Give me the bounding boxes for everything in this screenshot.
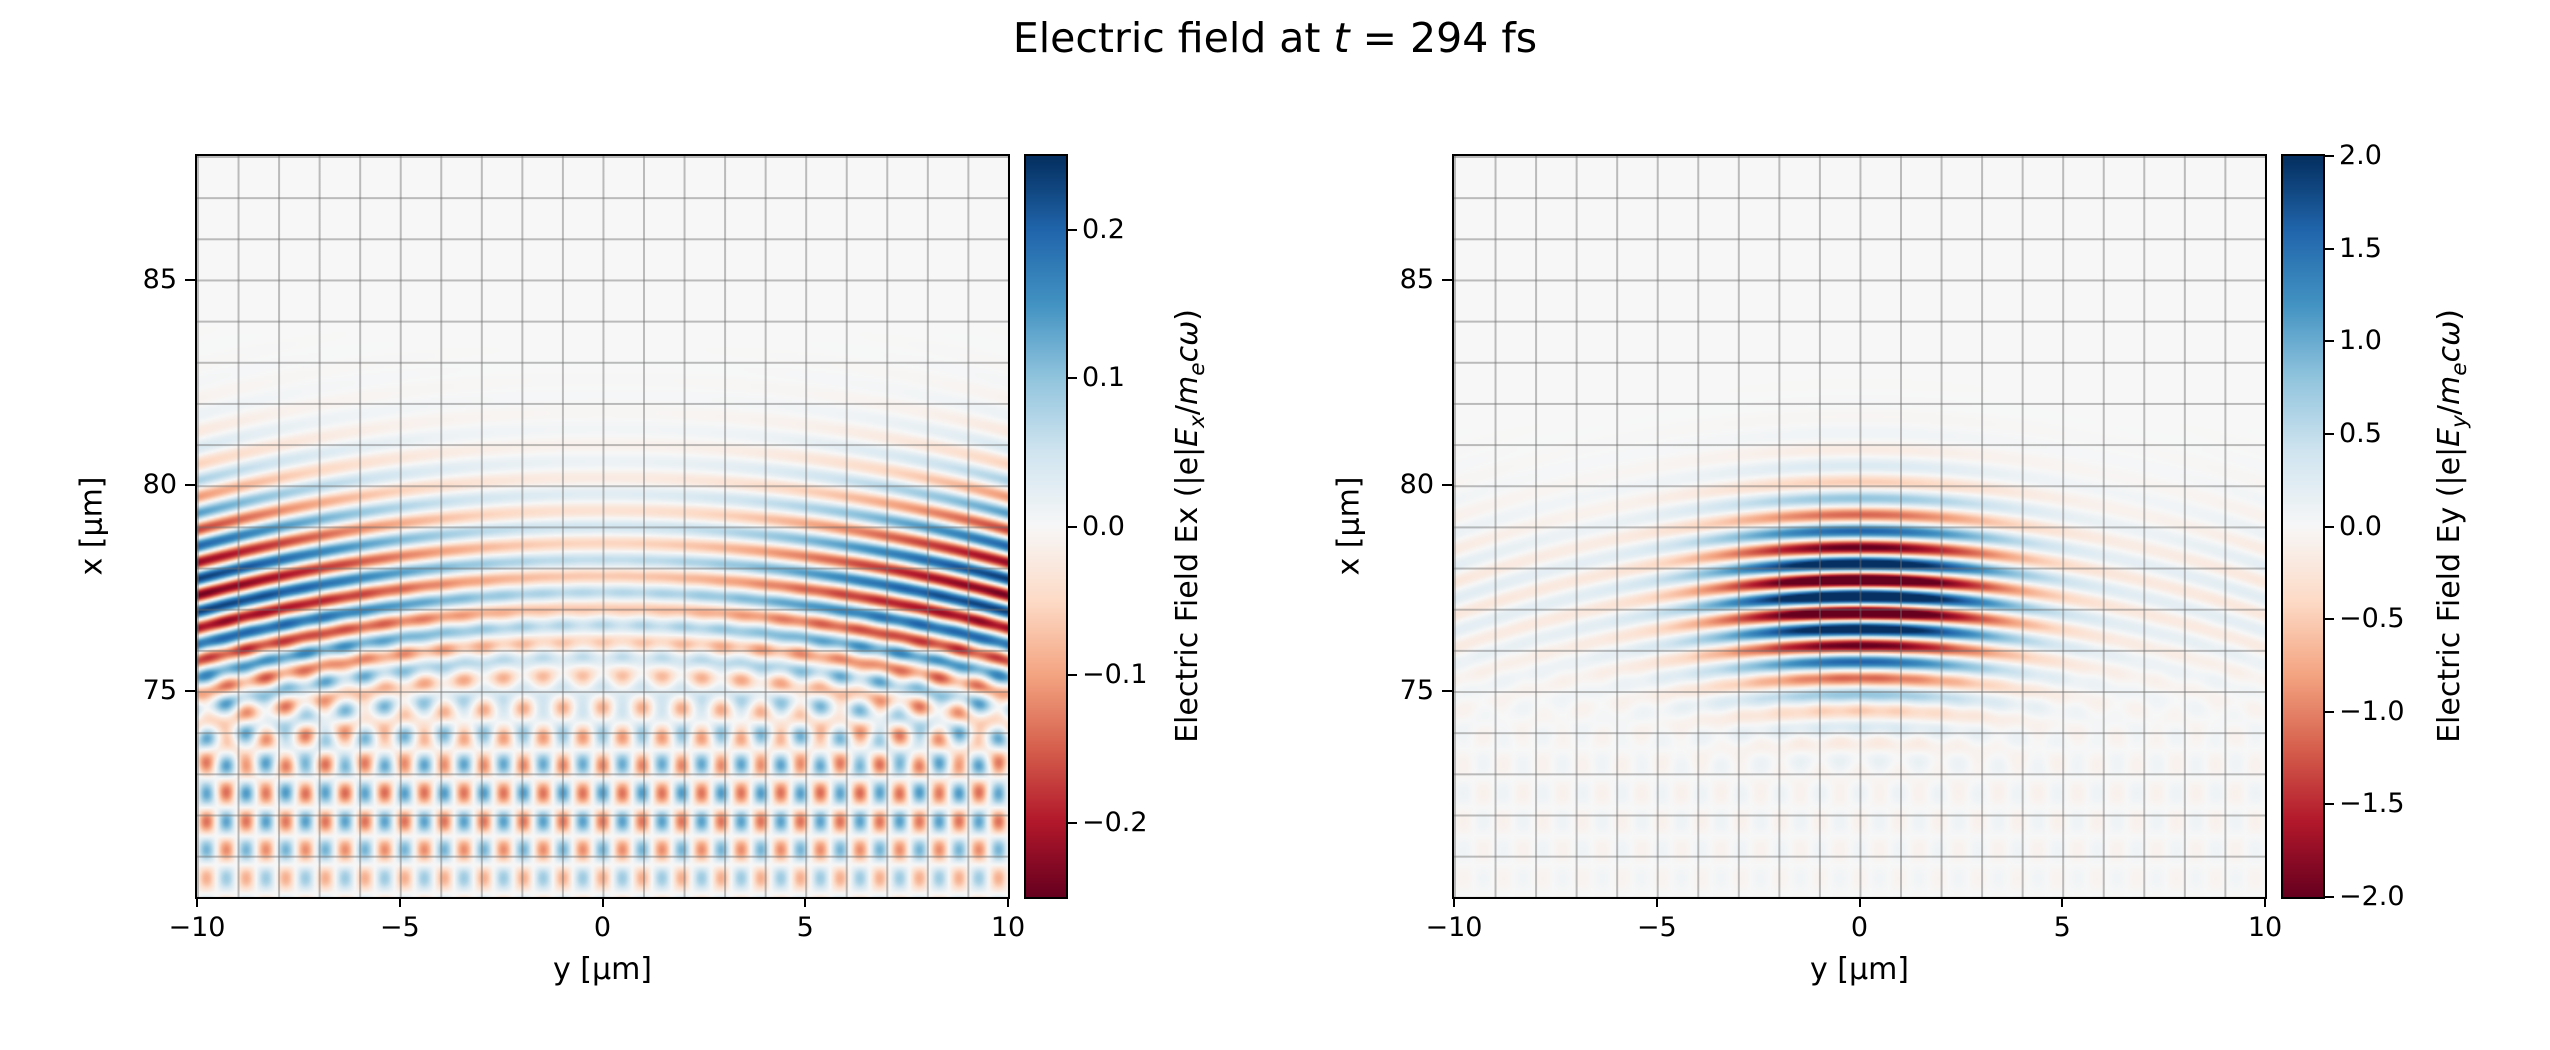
colorbar-label-ex-omega: ω [1170,320,1205,346]
colorbar-label-ey-slash: / [2432,404,2467,416]
colorbar-tick-label: −1.0 [2339,695,2405,727]
colorbar-label-ey: Electric Field Ey (|e|Ey/mecω) [2432,309,2472,743]
colorbar-ey-canvas [2283,156,2323,897]
colorbar-label-ex-slash: / [1170,404,1205,416]
colorbar-label-ey-m-sub: e [2447,362,2472,376]
colorbar-tick-label: 0.2 [1082,214,1125,246]
y-tick-mark [185,278,195,281]
colorbar-label-ey-m: m [2432,375,2467,405]
colorbar-label-ex-E: E [1170,427,1205,447]
colorbar-tick-mark [1068,821,1077,824]
colorbar-tick-mark [2325,340,2334,343]
colorbar-tick-label: −0.2 [1082,806,1148,838]
colorbar-label-ex-m-sub: e [1185,362,1210,376]
colorbar-tick-label: 0.0 [2339,510,2382,542]
x-tick-mark [1453,897,1455,907]
y-tick-mark [1442,690,1452,693]
x-tick-label: 0 [1850,912,1869,943]
x-tick-label: 10 [990,912,1026,943]
x-tick-label: −10 [168,912,226,943]
colorbar-ey [2281,154,2325,899]
colorbar-label-ex-c: c [1170,345,1205,363]
colorbar-label-ex-close: ) [1170,309,1205,321]
x-tick-mark [1007,897,1009,907]
y-tick-mark [1442,278,1452,281]
y-tick-label: 75 [1399,675,1434,707]
colorbar-label-ex-prefix: Electric Field Ex (|e| [1170,446,1205,743]
colorbar-tick-mark [2325,896,2334,898]
figure-title-prefix: Electric field at [1012,14,1334,62]
x-tick-mark [804,897,807,907]
heatmap-axes-ex [195,154,1010,899]
x-tick-mark [196,897,198,907]
colorbar-label-ex-E-sub: x [1185,415,1210,428]
colorbar-tick-label: 1.0 [2339,325,2382,357]
colorbar-label-ey-prefix: Electric Field Ey (|e| [2432,446,2467,743]
colorbar-label-ey-E: E [2432,427,2467,447]
x-tick-label: 0 [593,912,612,943]
x-tick-label: 5 [2053,912,2071,943]
colorbar-tick-label: −0.5 [2339,603,2405,635]
colorbar-label-ex-m: m [1170,375,1205,405]
x-tick-mark [1858,897,1861,907]
y-tick-label: 80 [142,469,177,501]
colorbar-tick-label: 0.5 [2339,417,2382,449]
y-tick-mark [185,690,195,693]
y-tick-mark [185,484,195,487]
colorbar-tick-label: −0.1 [1082,658,1148,690]
colorbar-ex-canvas [1026,156,1066,897]
x-axis-label-ex: y [μm] [552,952,652,987]
colorbar-tick-label: 1.5 [2339,232,2382,264]
colorbar-label-ey-c: c [2432,345,2467,363]
ey-heatmap-canvas [1454,156,2265,897]
colorbar-tick-label: 2.0 [2339,140,2382,171]
x-tick-mark [1655,897,1658,907]
colorbar-tick-label: −2.0 [2339,881,2405,912]
colorbar-label-ex: Electric Field Ex (|e|Ex/mecω) [1170,309,1210,743]
y-tick-mark [1442,484,1452,487]
y-tick-label: 85 [142,263,177,295]
colorbar-tick-mark [1068,229,1077,232]
colorbar-tick-label: 0.1 [1082,362,1125,394]
y-tick-label: 75 [142,675,177,707]
x-tick-mark [2061,897,2064,907]
colorbar-tick-label: 0.0 [1082,510,1125,542]
colorbar-tick-mark [2325,432,2334,435]
x-tick-label: −10 [1425,912,1483,943]
x-axis-label-ey: y [μm] [1809,952,1909,987]
x-tick-label: 5 [796,912,814,943]
colorbar-tick-mark [2325,618,2334,621]
x-tick-label: −5 [1636,912,1677,943]
heatmap-axes-ey [1452,154,2267,899]
figure-title: Electric field at t = 294 fs [0,14,2550,62]
colorbar-label-ey-E-sub: y [2447,415,2472,428]
x-tick-mark [601,897,604,907]
colorbar-tick-mark [2325,710,2334,713]
colorbar-tick-mark [2325,247,2334,250]
x-tick-mark [398,897,401,907]
figure-title-var: t [1333,14,1350,62]
colorbar-tick-label: −1.5 [2339,788,2405,820]
y-tick-label: 80 [1399,469,1434,501]
colorbar-tick-mark [2325,803,2334,806]
colorbar-tick-mark [2325,525,2334,528]
x-tick-label: −5 [379,912,420,943]
x-tick-label: 10 [2247,912,2283,943]
colorbar-tick-mark [1068,673,1077,676]
colorbar-tick-mark [1068,377,1077,380]
colorbar-ex [1024,154,1068,899]
colorbar-tick-mark [2325,155,2334,157]
colorbar-label-ey-omega: ω [2432,320,2467,346]
figure-title-suffix: = 294 fs [1349,14,1538,62]
colorbar-tick-mark [1068,525,1077,528]
y-tick-label: 85 [1399,263,1434,295]
colorbar-label-ey-close: ) [2432,309,2467,321]
ex-heatmap-canvas [197,156,1008,897]
x-tick-mark [2264,897,2266,907]
